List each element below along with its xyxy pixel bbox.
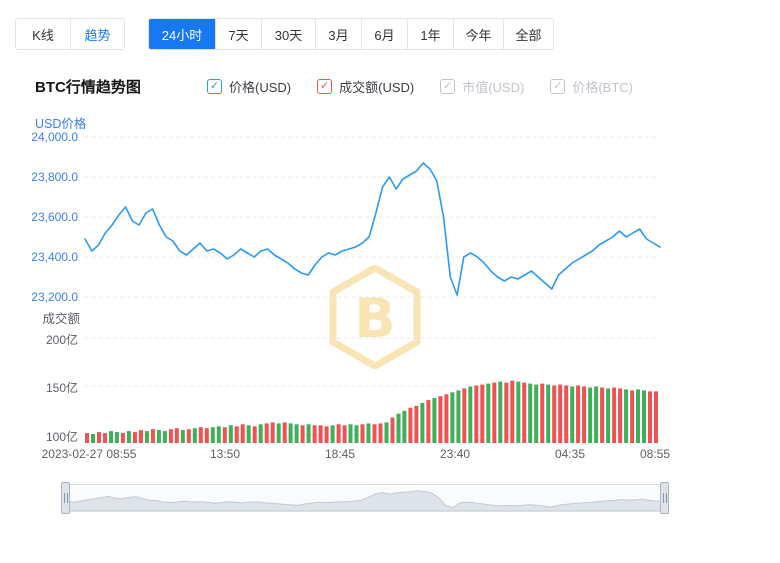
legend-label: 价格(BTC) xyxy=(572,80,633,95)
tab-3m[interactable]: 3月 xyxy=(315,19,361,49)
tab-ytd[interactable]: 今年 xyxy=(453,19,503,49)
x-axis-label: 2023-02-27 08:55 xyxy=(41,447,137,461)
price-axis-tick: 23,200.0 xyxy=(31,290,78,304)
navigator-right-handle[interactable] xyxy=(660,482,669,514)
price-axis-tick: 23,800.0 xyxy=(31,170,78,184)
price-axis-tick: 24,000.0 xyxy=(31,130,78,144)
legend-marketcap-usd[interactable]: 市值(USD) xyxy=(440,77,524,96)
tab-6m[interactable]: 6月 xyxy=(361,19,407,49)
price-axis-tick: 23,400.0 xyxy=(31,250,78,264)
legend-label: 市值(USD) xyxy=(462,80,525,95)
volume-axis-tick: 100亿 xyxy=(45,430,78,444)
x-axis-label: 08:55 xyxy=(639,447,671,461)
checkbox-disabled-icon xyxy=(550,79,566,94)
range-navigator[interactable] xyxy=(61,482,669,514)
tab-trend[interactable]: 趋势 xyxy=(70,19,124,49)
volume-axis-tick: 150亿 xyxy=(45,381,78,395)
checkbox-checked-icon xyxy=(207,79,222,94)
price-volume-chart[interactable] xyxy=(0,105,780,450)
legend-label: 成交额(USD) xyxy=(339,80,415,95)
x-axis-label: 18:45 xyxy=(324,447,356,461)
price-axis-tick: 23,600.0 xyxy=(31,210,78,224)
volume-axis-tick: 200亿 xyxy=(45,333,78,347)
chart-area: USD价格 24,000.0 23,800.0 23,600.0 23,400.… xyxy=(0,105,780,483)
legend-price-btc[interactable]: 价格(BTC) xyxy=(550,77,633,96)
navigator-left-handle[interactable] xyxy=(61,482,70,514)
tab-all[interactable]: 全部 xyxy=(503,19,553,49)
tab-kline[interactable]: K线 xyxy=(16,19,70,49)
tab-7d[interactable]: 7天 xyxy=(215,19,261,49)
tab-30d[interactable]: 30天 xyxy=(261,19,315,49)
tab-1y[interactable]: 1年 xyxy=(407,19,453,49)
x-axis-label: 04:35 xyxy=(554,447,586,461)
volume-axis-title: 成交额 xyxy=(42,312,80,326)
checkbox-checked-icon xyxy=(317,79,333,94)
legend-price-usd[interactable]: 价格(USD) xyxy=(207,77,291,96)
page-title: BTC行情趋势图 xyxy=(35,79,141,96)
legend-volume-usd[interactable]: 成交额(USD) xyxy=(317,77,414,96)
price-axis-title: USD价格 xyxy=(35,117,87,131)
chart-type-tabs: K线 趋势 xyxy=(15,18,125,50)
navigator-minimap xyxy=(66,490,664,511)
checkbox-disabled-icon xyxy=(440,79,456,94)
chart-legend: 价格(USD) 成交额(USD) 市值(USD) 价格(BTC) xyxy=(207,77,633,96)
period-tabs: 24小时 7天 30天 3月 6月 1年 今年 全部 xyxy=(148,18,554,50)
x-axis-label: 23:40 xyxy=(439,447,471,461)
legend-label: 价格(USD) xyxy=(229,80,292,95)
tab-24h[interactable]: 24小时 xyxy=(149,19,215,49)
x-axis-label: 13:50 xyxy=(209,447,241,461)
